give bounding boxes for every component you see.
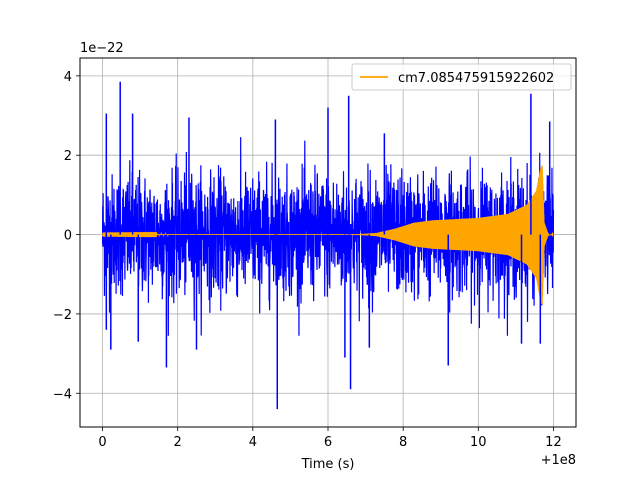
x-tick-label: 0 [98, 435, 106, 450]
x-tick-label: 6 [324, 435, 332, 450]
noise-spikes [105, 81, 551, 410]
legend: cm7.085475915922602 [351, 63, 572, 91]
x-tick-label: 4 [249, 435, 257, 450]
x-tick-label: 8 [399, 435, 407, 450]
y-scale-label: 1e−22 [80, 41, 124, 56]
legend-label: cm7.085475915922602 [398, 71, 554, 86]
legend-box [351, 63, 572, 91]
y-tick-label: 4 [64, 70, 72, 85]
y-ticks: −4 −2 0 2 4 [53, 70, 80, 402]
x-ticks: 0 2 4 6 8 10 12 [98, 427, 562, 450]
x-offset-label: +1e8 [541, 453, 576, 468]
x-axis-label: Time (s) [301, 457, 355, 472]
y-tick-label: 2 [64, 149, 72, 164]
y-tick-label: −4 [53, 387, 72, 402]
y-tick-label: 0 [64, 229, 72, 244]
series-chirp [101, 165, 554, 304]
x-tick-label: 10 [470, 435, 487, 450]
x-tick-label: 2 [174, 435, 182, 450]
chirp-line [101, 165, 554, 304]
y-tick-label: −2 [53, 308, 72, 323]
x-tick-label: 12 [545, 435, 562, 450]
